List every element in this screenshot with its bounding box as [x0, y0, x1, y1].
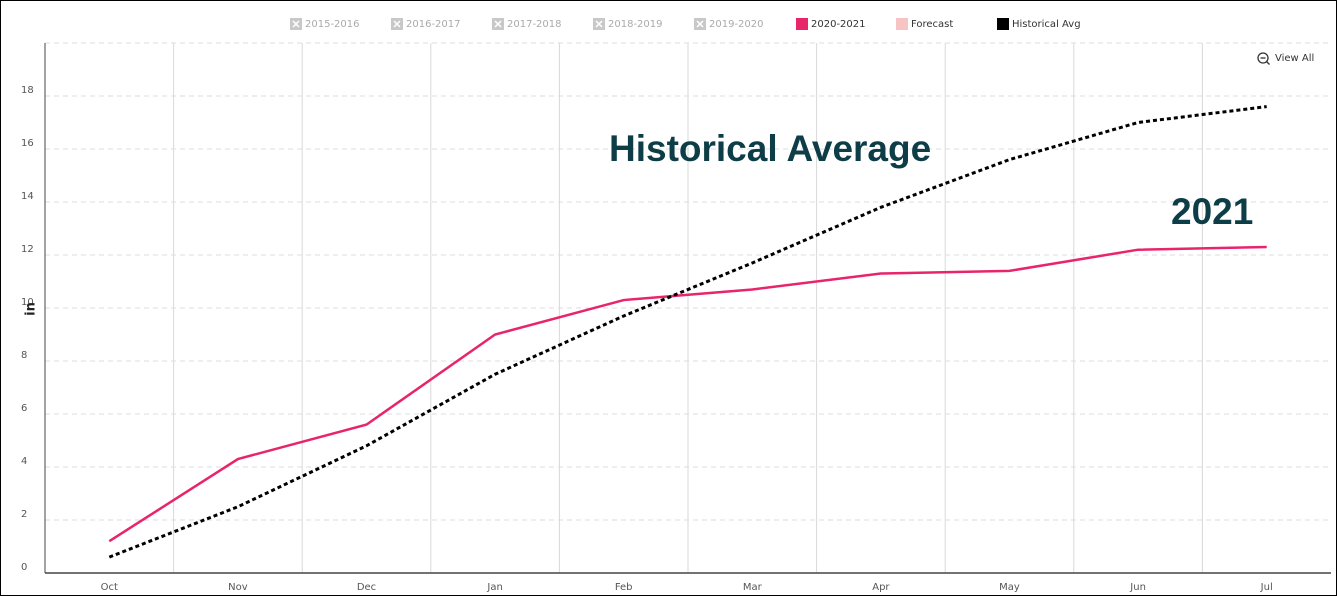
x-tick-label: Mar: [743, 582, 763, 593]
legend-swatch: [796, 18, 808, 30]
legend-item[interactable]: 2016-2017: [391, 18, 461, 30]
x-tick-label: Nov: [228, 582, 248, 593]
y-tick-label: 10: [21, 297, 34, 308]
y-tick-label: 8: [21, 350, 27, 361]
legend: 2015-2016 2016-2017 2017-2018 2018-2019 2019…: [290, 18, 1081, 30]
legend-label: Historical Avg: [1012, 19, 1081, 30]
legend-cross: [494, 20, 502, 28]
x-tick-label: Jan: [486, 582, 502, 593]
legend-item[interactable]: 2018-2019: [593, 18, 663, 30]
x-tick-label: May: [999, 582, 1020, 593]
series-line: [108, 245, 1267, 543]
y-tick-label: 0: [21, 562, 27, 573]
x-tick-label: Dec: [357, 582, 376, 593]
legend-label: 2017-2018: [507, 19, 562, 30]
legend-label: 2016-2017: [406, 19, 461, 30]
zoom-icon: [1257, 52, 1269, 64]
x-tick-label: Feb: [615, 582, 633, 593]
legend-swatch: [997, 18, 1009, 30]
legend-item[interactable]: 2015-2016: [290, 18, 360, 30]
annotation: 2021: [1171, 191, 1253, 232]
plot: 0 2 4 6 8 10 12 14 16 18 Oct Nov Dec Jan Feb Mar Apr May J…: [21, 42, 1331, 593]
x-tick-label: Jun: [1129, 582, 1146, 593]
y-tick-label: 12: [21, 244, 34, 255]
x-tick-label: Oct: [101, 582, 118, 593]
view-all-button[interactable]: View All: [1257, 52, 1314, 65]
legend-label: 2019-2020: [709, 19, 764, 30]
y-tick-label: 6: [21, 403, 27, 414]
legend-cross: [393, 20, 401, 28]
legend-label: 2020-2021: [811, 19, 866, 30]
view-all-label: View All: [1275, 53, 1314, 64]
legend-item[interactable]: 2020-2021: [796, 18, 866, 30]
legend-label: 2018-2019: [608, 19, 663, 30]
legend-label: Forecast: [911, 19, 953, 30]
legend-swatch: [896, 18, 908, 30]
x-tick-label: Jul: [1260, 582, 1273, 593]
legend-cross: [696, 20, 704, 28]
y-tick-label: 18: [21, 85, 34, 96]
annotation: Historical Average: [609, 128, 931, 169]
y-axis-label: in: [24, 302, 39, 316]
legend-item[interactable]: 2017-2018: [492, 18, 562, 30]
legend-cross: [595, 20, 603, 28]
x-tick-label: Apr: [872, 582, 890, 593]
legend-label: 2015-2016: [305, 19, 360, 30]
y-tick-label: 14: [21, 191, 34, 202]
y-tick-label: 16: [21, 138, 34, 149]
zoom-icon-handle: [1266, 61, 1270, 65]
legend-item[interactable]: Historical Avg: [997, 18, 1081, 30]
legend-item[interactable]: 2019-2020: [694, 18, 764, 30]
y-tick-label: 4: [21, 456, 27, 467]
legend-item[interactable]: Forecast: [896, 18, 953, 30]
series-line: [108, 105, 1267, 559]
legend-cross: [292, 20, 300, 28]
y-tick-label: 2: [21, 509, 27, 520]
